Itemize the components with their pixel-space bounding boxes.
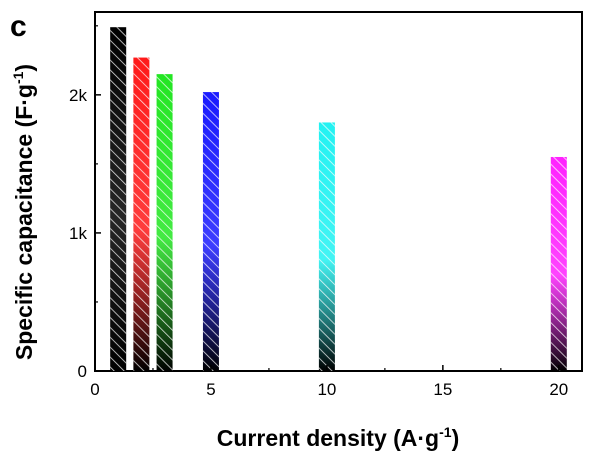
- x-axis-title-main: Current density (A·g: [217, 425, 439, 451]
- y-axis-title-main: Specific capacitance (F·g: [11, 84, 37, 360]
- x-tick-label: 10: [317, 380, 336, 399]
- y-tick-label: 0: [78, 362, 87, 381]
- y-axis-title-close: ): [11, 64, 37, 72]
- bar-hatch-1: [110, 27, 127, 371]
- plot-frame: [94, 11, 583, 372]
- x-tick-label: 15: [433, 380, 452, 399]
- x-tick-label: 5: [206, 380, 215, 399]
- bar-hatch-10: [318, 122, 335, 371]
- y-ticks-group: 0 1k 2k: [69, 25, 101, 381]
- x-tick-label: 0: [90, 380, 99, 399]
- bar-hatch-2: [133, 57, 150, 372]
- bars-group: [110, 27, 567, 372]
- bar-hatch-5: [202, 92, 219, 371]
- panel-label: c: [10, 10, 27, 43]
- x-axis-title: Current density (A·g-1): [217, 424, 459, 451]
- y-axis-title-sup: -1: [10, 71, 26, 84]
- y-tick-label: 2k: [69, 86, 87, 105]
- x-ticks-group: 0 5 10 15 20: [90, 365, 568, 399]
- y-tick-label: 1k: [69, 224, 87, 243]
- x-axis-title-sup: -1: [439, 424, 452, 440]
- x-tick-label: 20: [549, 380, 568, 399]
- bar-hatch-3: [156, 74, 173, 371]
- x-axis-title-close: ): [452, 425, 460, 451]
- bar-hatch-20: [550, 156, 567, 371]
- y-axis-title: Specific capacitance (F·g-1): [10, 64, 37, 360]
